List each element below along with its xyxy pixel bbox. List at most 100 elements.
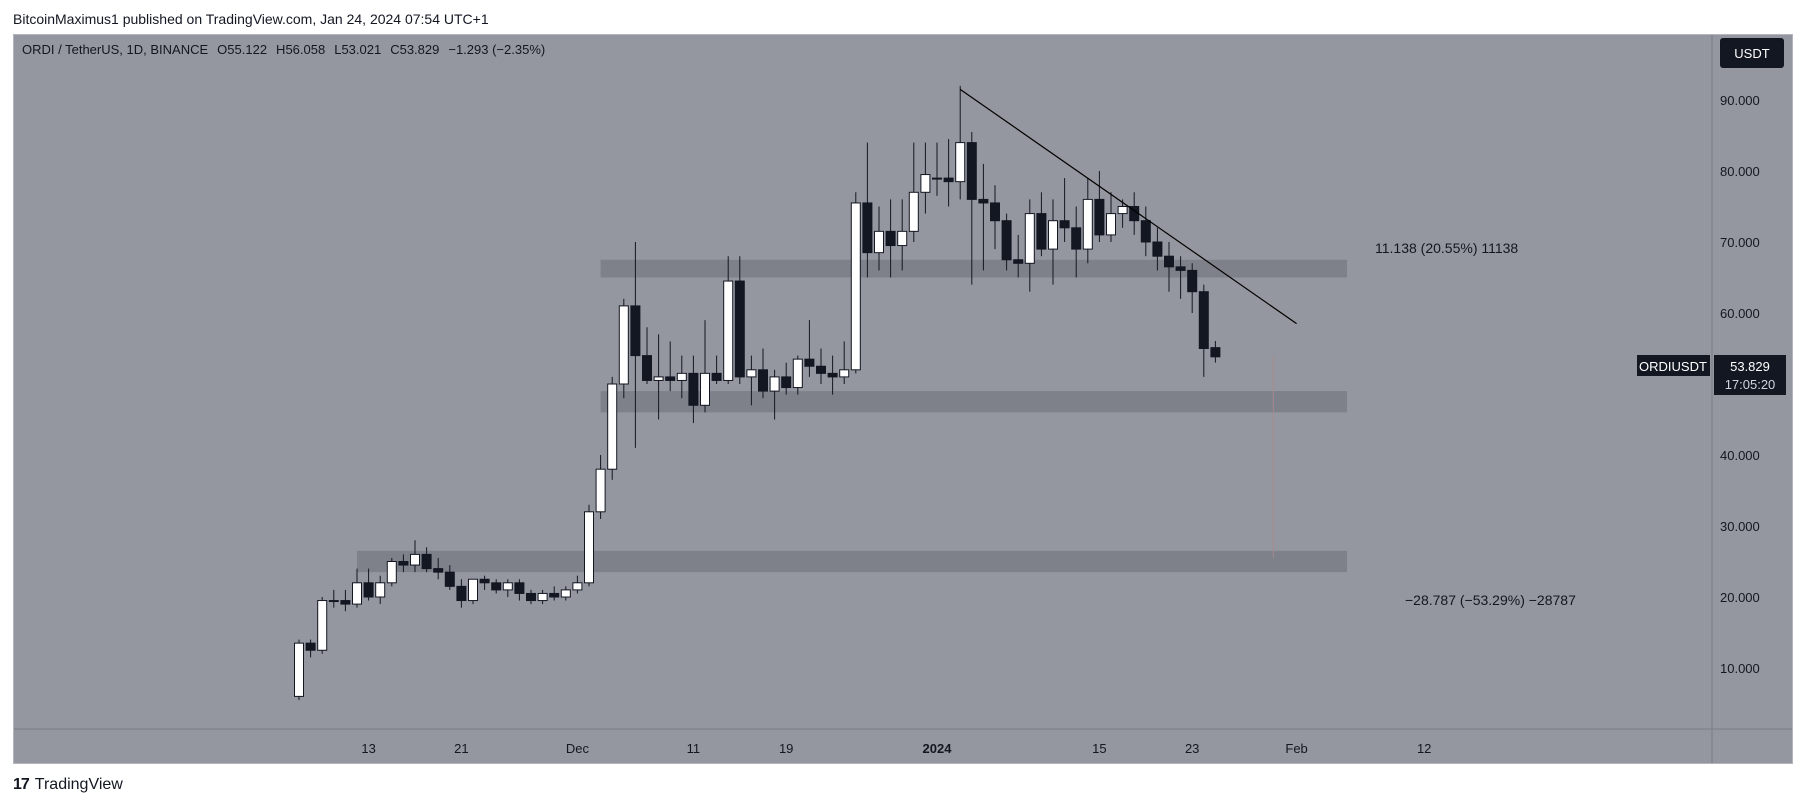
candle-body-down [1036, 213, 1047, 250]
candle [1013, 234, 1024, 278]
candle-body-up [700, 372, 710, 406]
candle-body-up [410, 553, 420, 566]
candle [549, 586, 560, 601]
candle [630, 242, 641, 448]
candle [769, 369, 780, 420]
candle [885, 199, 896, 278]
candle [665, 341, 676, 392]
support-zone-lower [357, 550, 1347, 573]
candle [943, 139, 954, 207]
candle-body-down [711, 372, 722, 381]
candle [874, 206, 884, 271]
candle-body-down [1094, 198, 1105, 236]
candle [676, 355, 687, 399]
candle [1001, 213, 1012, 271]
x-tick-label: 13 [361, 741, 375, 756]
candle [955, 85, 966, 200]
candle-body-up [955, 142, 966, 183]
candle [827, 355, 838, 395]
candle-body-up [328, 600, 339, 603]
currency-button[interactable]: USDT [1720, 38, 1784, 68]
candle-body-up [653, 376, 664, 381]
chart-frame[interactable]: 10.00020.00030.00040.00050.00060.00070.0… [13, 34, 1793, 764]
candle-body-up [502, 582, 513, 591]
candle-body-down [804, 358, 815, 367]
y-tick-label: 40.000 [1720, 448, 1760, 463]
footer-brand: TradingView [34, 776, 123, 793]
candle [526, 589, 536, 605]
zones-layer [357, 259, 1347, 573]
candle-body-up [839, 369, 850, 378]
candle [363, 568, 374, 601]
x-tick-label: 23 [1185, 741, 1199, 756]
candle [491, 579, 502, 594]
candle [1164, 242, 1174, 292]
y-tick-label: 60.000 [1720, 306, 1760, 321]
candle-body-down [665, 376, 676, 381]
candle-body-up [1024, 213, 1035, 264]
candle-body-down [885, 230, 896, 247]
candle [1210, 340, 1221, 363]
candle-body-down [642, 355, 652, 381]
price-tag-price: 53.829 [1730, 359, 1770, 374]
y-tick-label: 90.000 [1720, 93, 1760, 108]
candle [1140, 206, 1151, 257]
candle-body-up [468, 578, 478, 602]
time-axis: 13 21 Dec 11 19 2024 15 23 Feb 12 [361, 741, 1431, 756]
x-tick-label: 12 [1417, 741, 1431, 756]
x-tick-label: 19 [779, 741, 793, 756]
legend-open-label: O [217, 42, 227, 57]
candle-body-down [479, 578, 490, 584]
candle [444, 565, 455, 590]
candle [1187, 263, 1198, 313]
candle-body-down [1071, 227, 1082, 250]
x-tick-label: Feb [1285, 741, 1307, 756]
candle-body-up [746, 369, 757, 378]
candle [746, 355, 757, 406]
candle [850, 192, 861, 374]
candle-body-up [317, 600, 328, 651]
legend-low: 53.021 [341, 42, 381, 57]
price-tag-symbol-bg [1637, 355, 1710, 376]
upper-measure-label: 11.138 (20.55%) 11138 [1375, 240, 1518, 256]
candle [653, 334, 664, 420]
candle [908, 142, 919, 242]
candle [294, 639, 304, 700]
candle-body-up [676, 372, 687, 381]
candle-body-down [456, 585, 467, 602]
candle-body-down [1140, 220, 1151, 243]
candle-body-up [932, 177, 942, 180]
currency-button-label[interactable]: USDT [1734, 46, 1769, 61]
candle [317, 597, 328, 654]
candle-body-down [781, 376, 792, 389]
candle-body-down [1198, 291, 1209, 350]
candle-body-down [1210, 347, 1221, 358]
candle [572, 575, 583, 594]
footer[interactable]: 17 TradingView [13, 776, 123, 794]
candle-body-up [352, 582, 362, 605]
y-tick-label: 70.000 [1720, 235, 1760, 250]
y-tick-label: 80.000 [1720, 164, 1760, 179]
candle [305, 639, 316, 658]
candle-body-down [990, 202, 1000, 222]
candle-body-down [514, 582, 525, 594]
x-tick-label: 11 [687, 741, 701, 756]
x-tick-label: 21 [454, 741, 468, 756]
candle [595, 455, 606, 519]
price-tag: ORDIUSDT 53.829 17:05:20 [1637, 355, 1786, 395]
legend-high: 56.058 [285, 42, 325, 57]
candle-body-down [688, 372, 699, 406]
candle-body-up [792, 358, 803, 389]
candle-body-up [386, 561, 397, 584]
candle-body-up [595, 468, 606, 513]
candle-body-up [618, 305, 629, 385]
publisher-line: BitcoinMaximus1 published on TradingView… [13, 11, 489, 27]
candle-body-down [363, 582, 374, 598]
candle [560, 586, 571, 601]
descending-trendline[interactable] [959, 88, 1297, 325]
tradingview-logo-icon: 17 [13, 776, 30, 793]
legend-high-label: H [276, 42, 285, 57]
trend-layer [959, 88, 1297, 325]
candle-body-up [920, 174, 931, 193]
candlestick-chart[interactable]: 10.00020.00030.00040.00050.00060.00070.0… [14, 35, 1792, 763]
